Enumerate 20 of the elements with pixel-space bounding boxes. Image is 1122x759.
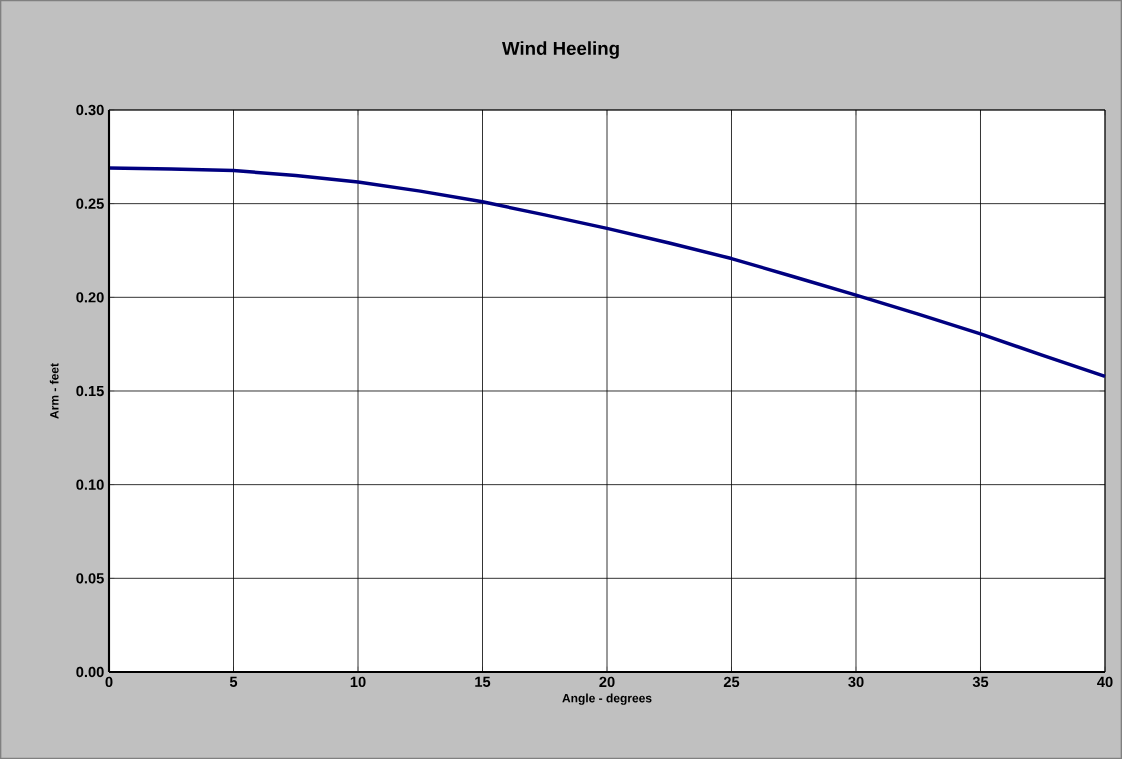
y-tick-label: 0.05 <box>76 573 104 584</box>
y-tick-label: 0.10 <box>76 479 104 490</box>
y-tick-label: 0.20 <box>76 292 104 303</box>
y-tick-label: 0.00 <box>76 666 104 678</box>
x-tick-label: 10 <box>350 676 366 688</box>
y-tick-label: 0.25 <box>76 198 104 209</box>
x-tick-label: 5 <box>229 676 238 687</box>
y-axis-title: Arm - feet <box>49 363 59 419</box>
line-series <box>107 166 1107 379</box>
y-tick-label: 0.15 <box>76 385 104 397</box>
chart-title: Wind Heeling <box>502 41 619 59</box>
x-tick-label: 30 <box>848 676 864 688</box>
y-tick-label: 0.30 <box>76 104 104 116</box>
x-tick-label: 35 <box>972 676 989 688</box>
x-tick-label: 20 <box>599 676 615 688</box>
x-tick-label: 25 <box>723 676 740 688</box>
x-tick-label: 0 <box>105 676 113 688</box>
x-tick-label: 40 <box>1097 676 1113 688</box>
x-tick-label: 15 <box>475 676 491 687</box>
x-axis-title: Angle - degrees <box>562 693 652 705</box>
